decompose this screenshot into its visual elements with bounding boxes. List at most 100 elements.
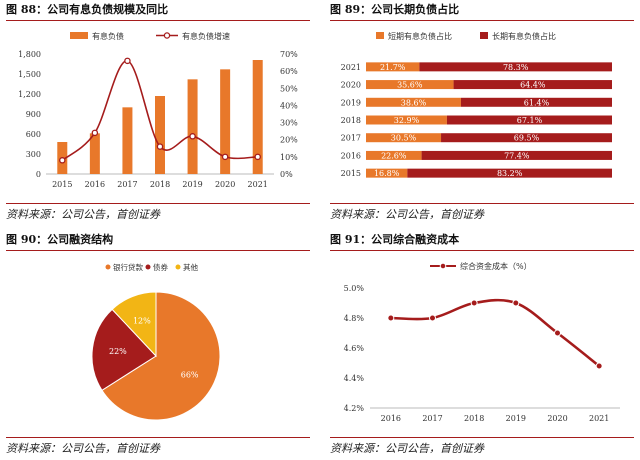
data-label: 22.6% [381, 151, 407, 160]
legend-label: 有息负债 [92, 31, 124, 41]
figure-title: 图 89：公司长期负债占比 [330, 3, 460, 16]
y-tick-label: 4.4% [344, 374, 365, 383]
legend-label: 银行贷款 [113, 262, 143, 272]
bar-interest-debt [252, 60, 263, 174]
figure-88-panel: 图 88：公司有息负债规模及同比 有息负债 有息负债增速 0 300 600 900 1,2… [6, 0, 310, 228]
y-tick-label: 4.6% [344, 344, 365, 353]
y-left-tick-label: 1,500 [18, 70, 41, 79]
legend-label: 有息负债增速 [182, 31, 230, 41]
bar-interest-debt [155, 96, 165, 174]
legend-label: 综合资金成本（%） [460, 261, 532, 271]
legend-marker [439, 262, 447, 270]
data-label: 30.5% [391, 134, 417, 143]
y-right-tick-label: 50% [280, 84, 298, 93]
bar-long-term [407, 168, 612, 178]
y-tick-label: 2021 [341, 63, 361, 72]
bar-long-term [446, 115, 612, 125]
y-tick-label: 2016 [341, 151, 361, 160]
point-cost [595, 362, 603, 370]
point-growth [221, 153, 229, 161]
y-right-tick-label: 70% [280, 50, 298, 59]
point-growth [91, 129, 99, 137]
x-tick-label: 2021 [589, 414, 609, 423]
source-note: 资料来源：公司公告，首创证券 [6, 208, 160, 221]
bar-short-term [366, 97, 461, 107]
x-tick-label: 2020 [547, 414, 567, 423]
series-line-cost [390, 298, 600, 368]
x-tick-label: 2016 [381, 414, 401, 423]
point-growth [254, 153, 261, 161]
point-cost [429, 314, 436, 322]
legend-swatch [145, 264, 151, 270]
bar-interest-debt [122, 107, 133, 174]
data-label: 61.4% [524, 98, 550, 107]
bar-long-term [419, 62, 612, 72]
title-rule [330, 250, 634, 251]
y-tick-label: 2018 [341, 116, 361, 125]
x-tick-label: 2015 [52, 180, 72, 189]
x-tick-label: 2021 [248, 180, 268, 189]
y-right-tick-label: 10% [280, 153, 298, 162]
financing-cost-chart: 综合资金成本（%） 4.2% 4.4% 4.6% 4.8% 5.0% 2016 2017 201… [344, 261, 620, 423]
data-label: 67.1% [517, 116, 543, 125]
y-tick-label: 5.0% [344, 284, 365, 293]
data-label: 38.6% [401, 98, 427, 107]
bar-short-term [366, 133, 442, 143]
legend-label: 长期有息负债占比 [492, 31, 556, 41]
point-growth [156, 143, 164, 150]
y-tick-label: 2019 [341, 98, 361, 107]
legend-label: 短期有息负债占比 [388, 31, 452, 41]
y-tick-label: 4.8% [344, 314, 365, 323]
bar-short-term [366, 62, 420, 72]
source-note: 资料来源：公司公告，首创证券 [6, 442, 160, 455]
y-left-tick-label: 600 [26, 130, 41, 139]
bar-interest-debt [89, 133, 100, 174]
legend-swatch [105, 264, 111, 270]
title-rule [6, 250, 310, 251]
slice-label: 66% [181, 370, 199, 379]
point-growth [124, 57, 131, 65]
source-note: 资料来源：公司公告，首创证券 [330, 208, 484, 221]
pie-slice [101, 291, 221, 421]
data-label: 83.2% [497, 169, 523, 178]
y-right-tick-label: 30% [280, 119, 298, 128]
data-label: 32.9% [394, 116, 420, 125]
legend-label: 其他 [183, 262, 198, 272]
figure-title: 图 88：公司有息负债规模及同比 [6, 3, 169, 16]
y-right-tick-label: 60% [280, 67, 298, 76]
x-tick-label: 2016 [85, 180, 105, 189]
y-tick-label: 2015 [341, 169, 361, 178]
y-left-tick-label: 1,800 [18, 50, 41, 59]
data-label: 64.4% [520, 81, 546, 90]
data-label: 78.3% [503, 63, 529, 72]
bar-interest-debt [220, 69, 231, 174]
source-rule [6, 203, 310, 204]
data-label: 77.4% [504, 151, 530, 160]
bar-short-term [366, 115, 447, 125]
y-left-tick-label: 0 [36, 170, 41, 179]
bar-long-term [460, 97, 612, 107]
y-left-tick-label: 1,200 [18, 90, 41, 99]
legend-swatch [376, 32, 384, 39]
pie-slice [91, 308, 157, 391]
figure-title: 图 91：公司综合融资成本 [330, 233, 460, 246]
point-cost [387, 314, 395, 322]
bar-long-term [441, 133, 612, 143]
interest-debt-chart: 有息负债 有息负债增速 0 300 600 900 1,200 1,500 1,800 0% 10%… [18, 31, 298, 189]
source-note: 资料来源：公司公告，首创证券 [330, 442, 484, 455]
data-label: 69.5% [514, 134, 540, 143]
long-term-debt-share-chart: 短期有息负债占比 长期有息负债占比 2021 21.7% 78.3% 2020 35.6% 6… [341, 31, 612, 178]
bar-long-term [421, 150, 612, 160]
bar-short-term [366, 150, 422, 160]
bar-interest-debt [187, 79, 198, 174]
y-tick-label: 2017 [341, 134, 361, 143]
point-cost [470, 299, 478, 307]
figure-91-panel: 图 91：公司综合融资成本 综合资金成本（%） 4.2% 4.4% 4.6% 4.8% 5… [330, 230, 634, 460]
title-rule [330, 20, 634, 21]
y-right-tick-label: 20% [280, 136, 298, 145]
legend-swatch [480, 32, 488, 39]
x-tick-label: 2018 [464, 414, 484, 423]
slice-label: 22% [109, 347, 127, 356]
legend-swatch [175, 264, 181, 270]
slice-label: 12% [133, 316, 151, 325]
